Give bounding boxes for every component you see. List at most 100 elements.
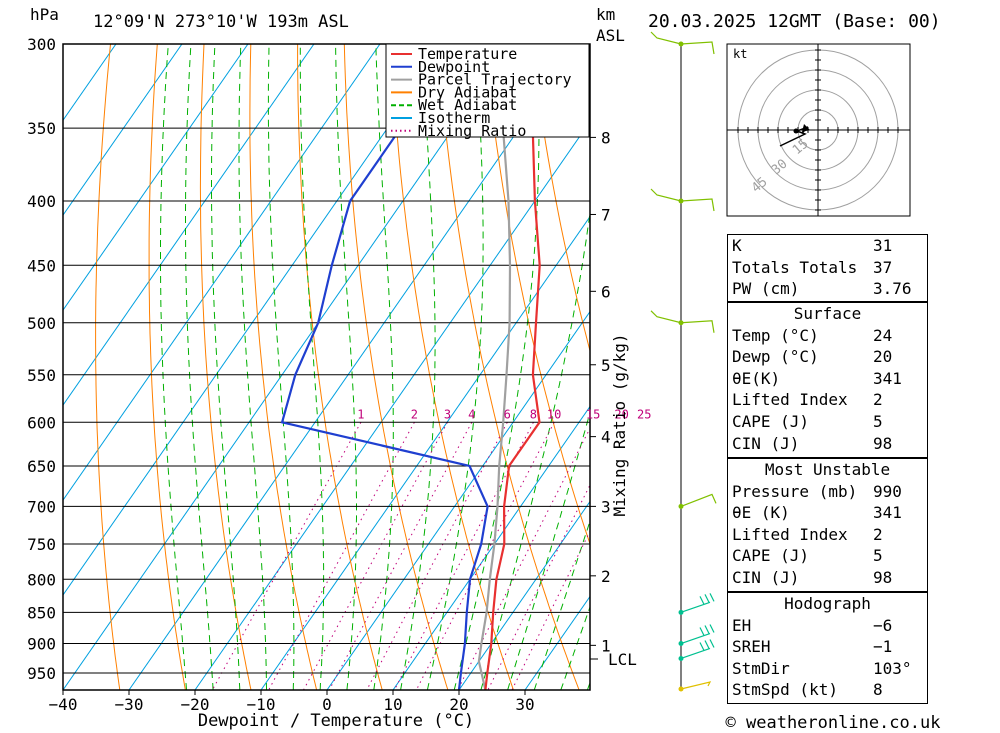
table-row: SREH −1 (728, 636, 927, 658)
wind-barb (680, 624, 715, 645)
profiles (280, 44, 541, 690)
temp-tick-label: 30 (515, 695, 534, 714)
pressure-tick-label: 550 (27, 366, 56, 385)
mixing-ratio-label: 20 (614, 407, 628, 421)
temp-tick-label: −30 (115, 695, 144, 714)
row-label: θE (K) (732, 503, 790, 523)
row-label: Lifted Index (732, 390, 848, 410)
mixing-ratio-line (487, 483, 590, 690)
row-label: Totals Totals (732, 257, 858, 277)
row-value: 98 (873, 433, 893, 453)
row-label: Pressure (mb) (732, 481, 858, 501)
row-label: CAPE (J) (732, 546, 810, 566)
dry-adiabat-line (297, 44, 383, 690)
row-value: 5 (873, 411, 883, 431)
mixing-ratio-line (303, 422, 448, 690)
wind-barb (650, 188, 715, 212)
km-tick-label: 7 (601, 205, 611, 224)
temp-tick-label: 20 (449, 695, 468, 714)
dry-adiabat-line (148, 44, 186, 690)
mixing-ratio-line (366, 422, 508, 690)
pressure-tick-label: 700 (27, 497, 56, 516)
dry-adiabat-line (530, 44, 590, 353)
isotherm-line (392, 405, 590, 690)
table-row: CAPE (J) 5 (728, 411, 927, 433)
wet-adiabat-line (426, 44, 484, 690)
row-value: 5 (873, 546, 883, 566)
legend-entry: Mixing Ratio (418, 122, 526, 140)
mixing-ratio-label: 8 (530, 407, 537, 421)
row-value: 20 (873, 347, 893, 367)
row-label: Dewp (°C) (732, 347, 819, 367)
row-value: 990 (873, 481, 902, 501)
pressure-tick-label: 800 (27, 570, 56, 589)
row-value: 24 (873, 325, 893, 345)
mixing-ratio-line (393, 422, 534, 690)
wet-adiabat-line (507, 410, 590, 690)
mixing-ratio-line (457, 427, 590, 690)
row-label: CIN (J) (732, 433, 800, 453)
table-row: θE(K) 341 (728, 368, 927, 390)
legend-entry: Dry Adiabat (418, 83, 517, 101)
most-unstable-table: Most Unstable Pressure (mb) 990 θE (K) 341 Li… (727, 458, 928, 592)
row-label: θE(K) (732, 368, 781, 388)
mixing-ratio-label: 10 (547, 407, 561, 421)
pressure-tick-label: 900 (27, 635, 56, 654)
table-title: Hodograph (784, 594, 871, 613)
table-row: K 31 (728, 235, 927, 257)
row-value: 98 (873, 567, 893, 587)
wet-adiabat-line (335, 44, 357, 690)
wet-adiabat-line (267, 44, 295, 690)
x-axis-label: Dewpoint / Temperature (°C) (198, 711, 474, 731)
wet-adiabat-line (185, 44, 214, 690)
wind-barb (680, 493, 717, 507)
dry-adiabat-line (437, 44, 580, 690)
location-title: 12°09'N 273°10'W 193m ASL (93, 12, 349, 32)
dry-adiabat-line (249, 44, 318, 690)
axis-ticks: 1 2 3 4 6 8 10 15 20 25 −40 −30 −20 −10 0 10 20 30 (49, 407, 652, 714)
dry-adiabat-line (952, 44, 1000, 690)
legend-entry: Wet Adiabat (418, 96, 517, 114)
table-row: Totals Totals 37 (728, 257, 927, 279)
dewpoint-line (280, 44, 489, 690)
pressure-tick-label: 500 (27, 314, 56, 333)
row-value: 341 (873, 503, 902, 523)
table-row: CIN (J) 98 (728, 567, 927, 589)
mixing-ratio-line (415, 422, 555, 690)
row-label: Lifted Index (732, 524, 848, 544)
mixing-ratio-label: 1 (357, 407, 364, 421)
table-row: EH −6 (728, 615, 927, 637)
temp-tick-label: 0 (322, 695, 332, 714)
table-title: Most Unstable (764, 460, 891, 479)
pressure-tick-label: 750 (27, 535, 56, 554)
wet-adiabat-line (238, 44, 267, 690)
row-value: 341 (873, 368, 902, 388)
table-row: Lifted Index 2 (728, 524, 927, 546)
table-row: CAPE (J) 5 (728, 545, 927, 567)
km-tick-label: 2 (601, 567, 611, 586)
row-value: 2 (873, 524, 883, 544)
row-label: K (732, 236, 742, 255)
wet-adiabat-line (480, 209, 590, 690)
km-tick-label: 4 (601, 428, 611, 447)
isotherm-line (326, 310, 590, 690)
mixing-ratio-axis-label: Mixing Ratio (g/kg) (610, 333, 629, 516)
row-label: PW (cm) (732, 279, 800, 299)
lcl-label: LCL (608, 650, 637, 669)
row-value: −1 (873, 637, 893, 657)
km-tick-label: 5 (601, 356, 611, 375)
wet-adiabat-line (211, 44, 241, 690)
legend-box (385, 43, 590, 138)
row-label: SREH (732, 637, 771, 657)
isotherm-line (63, 44, 447, 596)
pressure-tick-label: 850 (27, 603, 56, 622)
isotherm-line (63, 44, 117, 122)
wet-adiabat-line (160, 44, 187, 690)
row-value: 103° (873, 658, 912, 678)
table-row: Temp (°C) 24 (728, 325, 927, 347)
dry-adiabat-line (343, 44, 449, 690)
indices-table: K 31 Totals Totals 37 PW (cm) 3.76 (727, 234, 928, 302)
wet-adiabat-line (373, 44, 394, 690)
